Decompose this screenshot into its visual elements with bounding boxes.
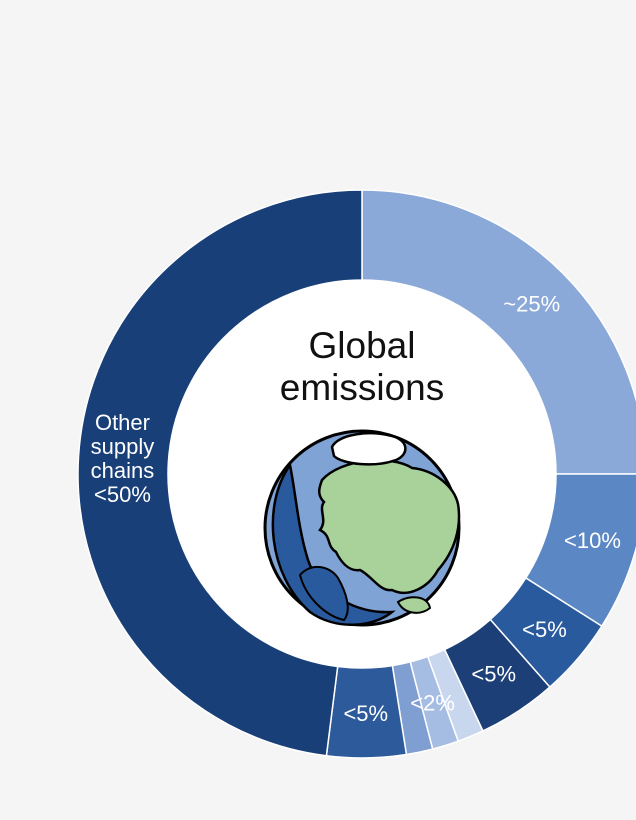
segment-label-6: <2% <box>410 690 455 715</box>
segment-label-line: <2% <box>410 690 455 715</box>
segment-label-line: ~25% <box>503 291 560 316</box>
segment-label-line: <5% <box>522 617 567 642</box>
segment-label-line: Other <box>95 410 150 435</box>
center-title-line-1: Global <box>309 325 416 366</box>
donut-segments <box>77 189 636 759</box>
segment-label-line: <5% <box>471 662 516 687</box>
segment-label-line: chains <box>91 458 155 483</box>
globe-icon <box>263 429 461 627</box>
segment-label-line: <50% <box>94 482 151 507</box>
segment-label-line: <5% <box>343 701 388 726</box>
segment-label-4: <5% <box>471 662 516 687</box>
segment-label-3: <5% <box>522 617 567 642</box>
segment-label-9: Other supply chains <50% <box>91 410 155 507</box>
center-title-line-2: emissions <box>280 367 445 408</box>
segment-label-line: <10% <box>564 528 621 553</box>
segment-label-1: ~25% <box>503 291 560 316</box>
segment-label-8: <5% <box>343 701 388 726</box>
segment-label-2: <10% <box>564 528 621 553</box>
segment-labels: ~25%<10%<5%<5%<2%<5%Other supply chains <50… <box>91 291 621 726</box>
segment-label-line: supply <box>91 434 155 459</box>
